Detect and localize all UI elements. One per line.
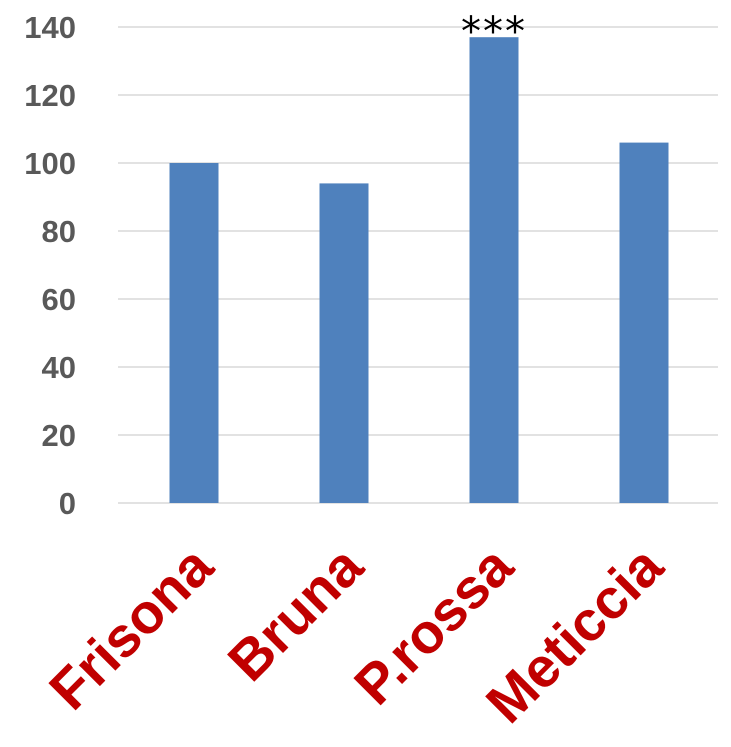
bars: [169, 37, 669, 503]
bar-p-rossa: [469, 37, 519, 503]
bar-frisona: [169, 163, 219, 503]
annotations: ***: [461, 9, 527, 55]
y-tick-label: 120: [24, 78, 76, 113]
y-tick-label: 40: [42, 350, 76, 385]
y-tick-label: 0: [59, 486, 76, 521]
bar-meticcia: [619, 142, 669, 503]
y-tick-label: 60: [42, 282, 76, 317]
y-tick-label: 140: [24, 10, 76, 45]
significance-annotation: ***: [461, 9, 527, 55]
y-tick-label: 100: [24, 146, 76, 181]
x-category-label: Frisona: [37, 533, 225, 721]
y-tick-label: 80: [42, 214, 76, 249]
y-axis-tick-labels: 0 20 40 60 80 100 120 140: [24, 10, 76, 521]
bar-bruna: [319, 183, 369, 503]
y-tick-label: 20: [42, 418, 76, 453]
